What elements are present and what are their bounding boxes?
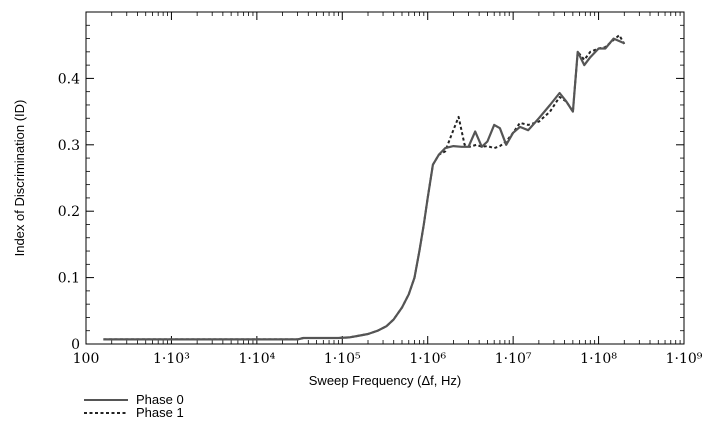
x-tick-label: 1·10³ — [153, 351, 190, 367]
x-tick-label: 100 — [73, 351, 100, 367]
legend: Phase 0 Phase 1 — [84, 392, 184, 420]
x-tick-label: 1·10⁴ — [238, 351, 275, 367]
x-tick-label: 1·10⁶ — [409, 351, 446, 367]
x-tick-labels: 100 1·10³ 1·10⁴ 1·10⁵ 1·10⁶ 1·10⁷ 1·10⁸ 1·10⁹ — [73, 351, 703, 367]
y-axis-label: Index of Discrimination (ID) — [12, 100, 27, 257]
plot-frame — [85, 11, 685, 345]
series-line-phase-1 — [103, 34, 626, 341]
x-tick-label: 1·10⁹ — [666, 351, 703, 367]
series-lines — [103, 34, 626, 341]
y-tick-label: 0.2 — [58, 204, 80, 220]
y-tick-label: 0.1 — [58, 271, 80, 287]
x-tick-label: 1·10⁷ — [495, 351, 532, 367]
ticks — [85, 12, 685, 345]
series-line-phase-0 — [103, 37, 625, 341]
y-tick-labels: 0 0.1 0.2 0.3 0.4 — [58, 71, 80, 353]
x-tick-label: 1·10⁸ — [580, 351, 617, 367]
y-tick-label: 0 — [71, 337, 80, 353]
legend-label-phase-1: Phase 1 — [136, 405, 184, 420]
x-tick-label: 1·10⁵ — [324, 351, 361, 367]
y-tick-label: 0.4 — [58, 71, 80, 87]
x-axis-label: Sweep Frequency (Δf, Hz) — [309, 373, 461, 388]
legend-label-phase-0: Phase 0 — [136, 392, 184, 407]
y-tick-label: 0.3 — [58, 138, 80, 154]
